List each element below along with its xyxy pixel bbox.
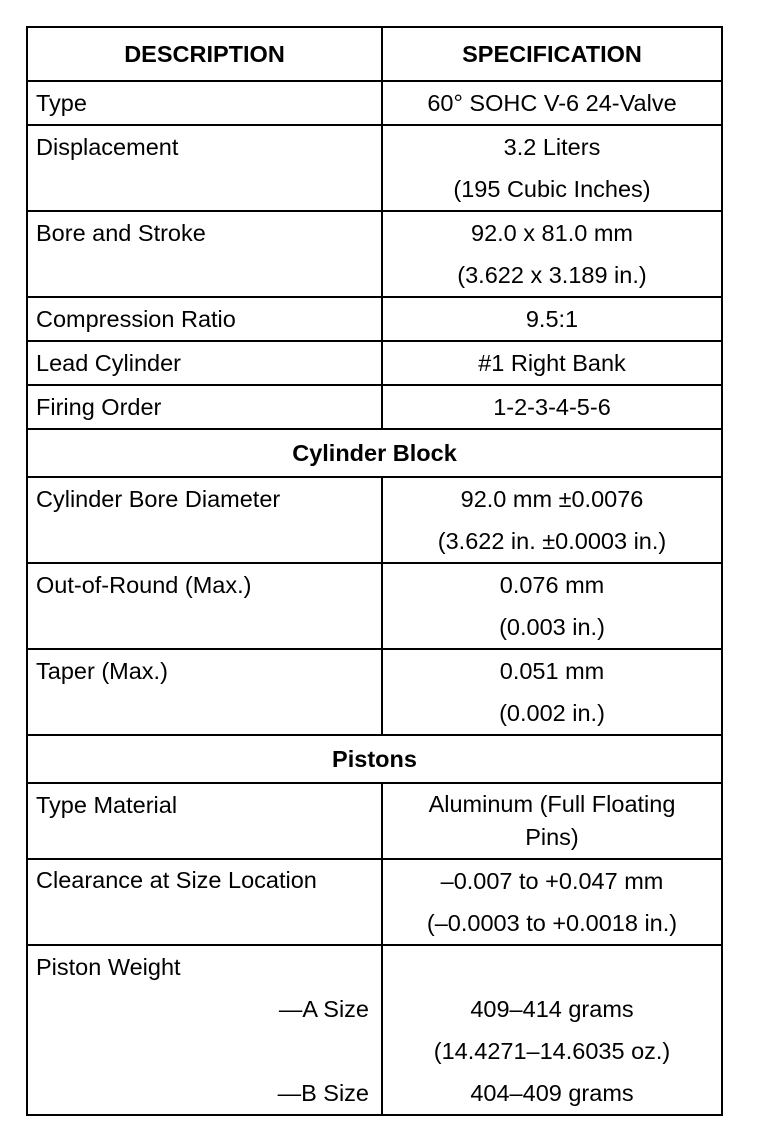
specification-value: 92.0 mm ±0.0076	[460, 486, 644, 512]
specification-value: 60° SOHC V-6 24-Valve	[427, 90, 677, 116]
specification-value	[383, 946, 721, 988]
table-row: Type Material Aluminum (Full Floating Pin…	[26, 782, 723, 860]
header-label: SPECIFICATION	[462, 41, 642, 67]
specification-cell: 60° SOHC V-6 24-Valve	[381, 80, 723, 126]
specification-cell: 92.0 mm ±0.0076 (3.622 in. ±0.0003 in.)	[381, 476, 723, 564]
specification-value: (0.002 in.)	[499, 700, 605, 726]
description-text	[36, 1030, 381, 1072]
table-row: Type 60° SOHC V-6 24-Valve	[26, 80, 723, 126]
description-text: Bore and Stroke	[36, 220, 206, 246]
description-cell: Type	[26, 80, 383, 126]
description-text: Lead Cylinder	[36, 350, 182, 376]
description-cell: Taper (Max.)	[26, 648, 383, 736]
description-cell: Cylinder Bore Diameter	[26, 476, 383, 564]
header-specification: SPECIFICATION	[381, 26, 723, 82]
table-row: Bore and Stroke 92.0 x 81.0 mm (3.622 x 3.…	[26, 210, 723, 298]
specification-cell: 9.5:1	[381, 296, 723, 342]
section-header-row: Pistons	[26, 734, 723, 784]
specification-value: 0.051 mm	[499, 658, 605, 684]
description-cell: Out-of-Round (Max.)	[26, 562, 383, 650]
description-cell: Piston Weight —A Size —B Size	[26, 944, 383, 1116]
specification-cell: 3.2 Liters (195 Cubic Inches)	[381, 124, 723, 212]
description-text: Firing Order	[36, 394, 162, 420]
table-row: Taper (Max.) 0.051 mm (0.002 in.)	[26, 648, 723, 736]
description-cell: Clearance at Size Location	[26, 858, 383, 946]
section-title: Pistons	[332, 746, 417, 772]
description-text: —B Size	[277, 1080, 369, 1106]
description-cell: Firing Order	[26, 384, 383, 430]
table-row: Out-of-Round (Max.) 0.076 mm (0.003 in.)	[26, 562, 723, 650]
section-header-row: Cylinder Block	[26, 428, 723, 478]
header-description: DESCRIPTION	[26, 26, 383, 82]
section-title-cell: Pistons	[26, 734, 723, 784]
specification-cell: 1-2-3-4-5-6	[381, 384, 723, 430]
specification-cell: 92.0 x 81.0 mm (3.622 x 3.189 in.)	[381, 210, 723, 298]
specification-value: Aluminum (Full Floating Pins)	[428, 791, 676, 850]
description-text: Piston Weight	[36, 954, 181, 980]
description-cell: Lead Cylinder	[26, 340, 383, 386]
table-header-row: DESCRIPTION SPECIFICATION	[26, 26, 723, 82]
description-text: Displacement	[36, 134, 179, 160]
specification-value: 0.076 mm	[499, 572, 605, 598]
specification-value: (195 Cubic Inches)	[453, 176, 651, 202]
specification-value: (14.4271–14.6035 oz.)	[433, 1038, 671, 1064]
table-body: DESCRIPTION SPECIFICATION Type 60° SOHC V…	[26, 26, 723, 1116]
specification-value: 409–414 grams	[470, 996, 634, 1022]
specification-value: (3.622 x 3.189 in.)	[457, 262, 647, 288]
table-row: Displacement 3.2 Liters (195 Cubic Inches)	[26, 124, 723, 212]
specification-value: 92.0 x 81.0 mm	[471, 220, 633, 246]
description-text: —A Size	[278, 996, 369, 1022]
specification-value: (3.622 in. ±0.0003 in.)	[437, 528, 667, 554]
specification-value: #1 Right Bank	[478, 350, 626, 376]
specification-value: –0.007 to +0.047 mm	[440, 868, 664, 894]
description-cell: Type Material	[26, 782, 383, 860]
specification-value: (–0.0003 to +0.0018 in.)	[426, 910, 678, 936]
specification-cell: Aluminum (Full Floating Pins)	[381, 782, 723, 860]
description-text: Compression Ratio	[36, 306, 236, 332]
specification-table: DESCRIPTION SPECIFICATION Type 60° SOHC V…	[26, 26, 723, 1116]
description-text: Cylinder Bore Diameter	[36, 486, 281, 512]
section-title: Cylinder Block	[292, 440, 457, 466]
specification-cell: –0.007 to +0.047 mm (–0.0003 to +0.0018 i…	[381, 858, 723, 946]
description-cell: Displacement	[26, 124, 383, 212]
table-row: Lead Cylinder #1 Right Bank	[26, 340, 723, 386]
description-text: Taper (Max.)	[36, 658, 168, 684]
specification-value: 1-2-3-4-5-6	[493, 394, 611, 420]
specification-value: 3.2 Liters	[503, 134, 601, 160]
description-text: Clearance at Size Location	[36, 867, 317, 893]
specification-cell: 0.051 mm (0.002 in.)	[381, 648, 723, 736]
specification-value: 9.5:1	[525, 306, 579, 332]
specification-value: 404–409 grams	[470, 1080, 634, 1106]
description-text: Out-of-Round (Max.)	[36, 572, 252, 598]
specification-cell: #1 Right Bank	[381, 340, 723, 386]
description-cell: Bore and Stroke	[26, 210, 383, 298]
description-cell: Compression Ratio	[26, 296, 383, 342]
table-row: Clearance at Size Location –0.007 to +0.0…	[26, 858, 723, 946]
header-label: DESCRIPTION	[124, 41, 285, 67]
specification-cell: 0.076 mm (0.003 in.)	[381, 562, 723, 650]
table-row: Cylinder Bore Diameter 92.0 mm ±0.0076 (3.…	[26, 476, 723, 564]
table-row: Compression Ratio 9.5:1	[26, 296, 723, 342]
specification-value: (0.003 in.)	[499, 614, 605, 640]
section-title-cell: Cylinder Block	[26, 428, 723, 478]
description-text: Type Material	[36, 792, 178, 818]
table-row: Piston Weight —A Size —B Size 409–414 grams…	[26, 944, 723, 1116]
specification-cell: 409–414 grams (14.4271–14.6035 oz.) 404–40…	[381, 944, 723, 1116]
table-row: Firing Order 1-2-3-4-5-6	[26, 384, 723, 430]
description-text: Type	[36, 90, 87, 116]
